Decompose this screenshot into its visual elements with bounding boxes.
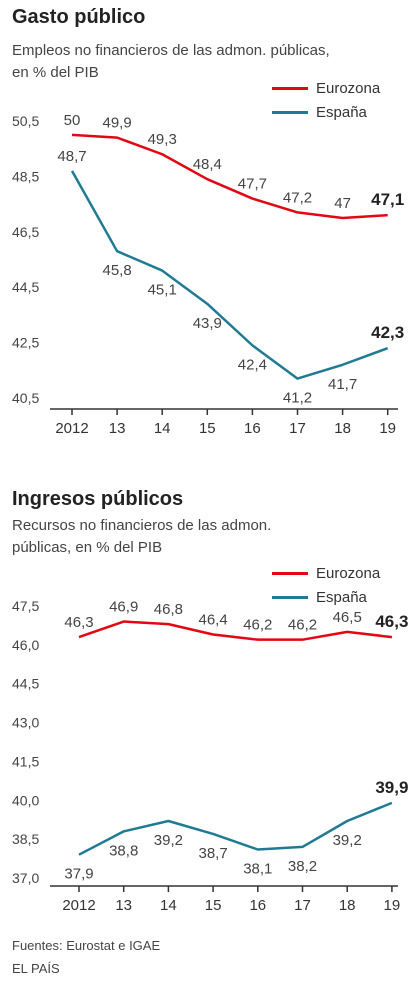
x-tick-label: 15 — [199, 420, 216, 437]
data-label: 39,9 — [375, 778, 408, 797]
data-label: 50 — [64, 112, 81, 129]
legend-label-espana: España — [316, 103, 367, 121]
y-tick-label: 44,5 — [12, 279, 39, 295]
series-line-espana — [78, 801, 393, 856]
legend-label-espana: España — [316, 588, 367, 606]
data-label: 38,2 — [288, 858, 317, 875]
data-label: 46,3 — [64, 614, 93, 631]
y-tick-label: 40,0 — [12, 792, 39, 808]
data-label: 48,4 — [193, 156, 222, 173]
data-label: 46,3 — [375, 612, 408, 631]
data-label: 49,3 — [148, 131, 177, 148]
legend-item-espana: España — [272, 585, 380, 609]
x-tick-label: 14 — [154, 420, 171, 437]
y-tick-label: 40,5 — [12, 390, 39, 406]
data-label: 46,2 — [288, 617, 317, 634]
y-tick-label: 43,0 — [12, 715, 39, 731]
legend-swatch-eurozona — [272, 571, 308, 575]
legend-item-eurozona: Eurozona — [272, 76, 380, 100]
x-tick-label: 14 — [160, 897, 177, 914]
y-tick-label: 41,5 — [12, 753, 39, 769]
data-label: 46,9 — [109, 599, 138, 616]
x-tick-label: 17 — [294, 897, 311, 914]
data-label: 47,2 — [283, 189, 312, 206]
data-label: 47 — [334, 195, 351, 212]
series-line-eurozona — [71, 133, 388, 220]
x-tick-label: 15 — [205, 897, 222, 914]
data-label: 41,7 — [328, 376, 357, 393]
x-tick-label: 18 — [334, 420, 351, 437]
y-tick-label: 46,0 — [12, 637, 39, 653]
legend-label-eurozona: Eurozona — [316, 79, 381, 97]
legend-swatch-espana — [272, 110, 308, 114]
x-tick-label: 16 — [244, 420, 261, 437]
data-label: 49,9 — [102, 115, 131, 132]
legend-label-eurozona: Eurozona — [316, 564, 381, 582]
data-label: 46,4 — [198, 611, 227, 628]
data-label: 38,7 — [198, 845, 227, 862]
x-tick-label: 16 — [249, 897, 266, 914]
x-tick-label: 13 — [115, 897, 132, 914]
data-label: 42,4 — [238, 356, 267, 373]
chart-2-title: Ingresos públicos — [12, 488, 184, 510]
y-tick-label: 48,5 — [12, 168, 39, 184]
x-tick-label: 19 — [379, 420, 396, 437]
chart-1-title: Gasto público — [12, 6, 146, 28]
data-label: 45,1 — [148, 282, 177, 299]
chart-1-plot: 50,5 48,5 46,5 44,5 42,5 40,5 2012 13 14 15 16 17 18… — [12, 112, 404, 437]
chart-2-legend: Eurozona España — [272, 561, 380, 609]
x-tick-label: 2012 — [55, 420, 88, 437]
data-label: 41,2 — [283, 390, 312, 407]
legend-swatch-espana — [272, 595, 308, 599]
data-label: 38,1 — [243, 861, 272, 878]
data-label: 47,7 — [238, 176, 267, 193]
chart-2-plot: 47,5 46,0 44,5 43,0 41,5 40,0 38,5 37,0 2012 13 14… — [12, 598, 408, 914]
y-tick-label: 37,0 — [12, 870, 39, 886]
y-tick-label: 47,5 — [12, 598, 39, 614]
sources-note: Fuentes: Eurostat e IGAE — [12, 938, 161, 953]
y-tick-label: 42,5 — [12, 335, 39, 351]
y-tick-label: 44,5 — [12, 676, 39, 692]
x-tick-label: 18 — [339, 897, 356, 914]
data-label: 47,1 — [371, 190, 404, 209]
x-tick-label: 2012 — [62, 897, 95, 914]
x-tick-label: 19 — [384, 897, 401, 914]
data-label: 38,8 — [109, 842, 138, 859]
chart-2-subtitle: Recursos no financieros de las admon. pú… — [12, 517, 272, 556]
data-label: 39,2 — [333, 832, 362, 849]
chart-1-legend: Eurozona España — [272, 76, 380, 124]
legend-item-espana: España — [272, 100, 380, 124]
series-line-eurozona — [78, 620, 393, 641]
data-label: 37,9 — [64, 866, 93, 883]
x-tick-label: 17 — [289, 420, 306, 437]
x-tick-label: 13 — [109, 420, 126, 437]
data-label: 43,9 — [193, 315, 222, 332]
data-label: 46,8 — [154, 601, 183, 618]
data-label: 48,7 — [57, 148, 86, 165]
data-label: 42,3 — [371, 323, 404, 342]
data-label: 45,8 — [102, 262, 131, 279]
y-tick-label: 38,5 — [12, 831, 39, 847]
y-tick-label: 50,5 — [12, 113, 39, 129]
data-label: 46,5 — [333, 609, 362, 626]
series-line-espana — [70, 170, 389, 380]
data-label: 39,2 — [154, 832, 183, 849]
brand-label: EL PAÍS — [12, 961, 60, 976]
y-tick-label: 46,5 — [12, 224, 39, 240]
legend-swatch-eurozona — [272, 86, 308, 90]
data-label: 46,2 — [243, 617, 272, 634]
chart-1-subtitle: Empleos no financieros de las admon. púb… — [12, 42, 330, 81]
legend-item-eurozona: Eurozona — [272, 561, 380, 585]
